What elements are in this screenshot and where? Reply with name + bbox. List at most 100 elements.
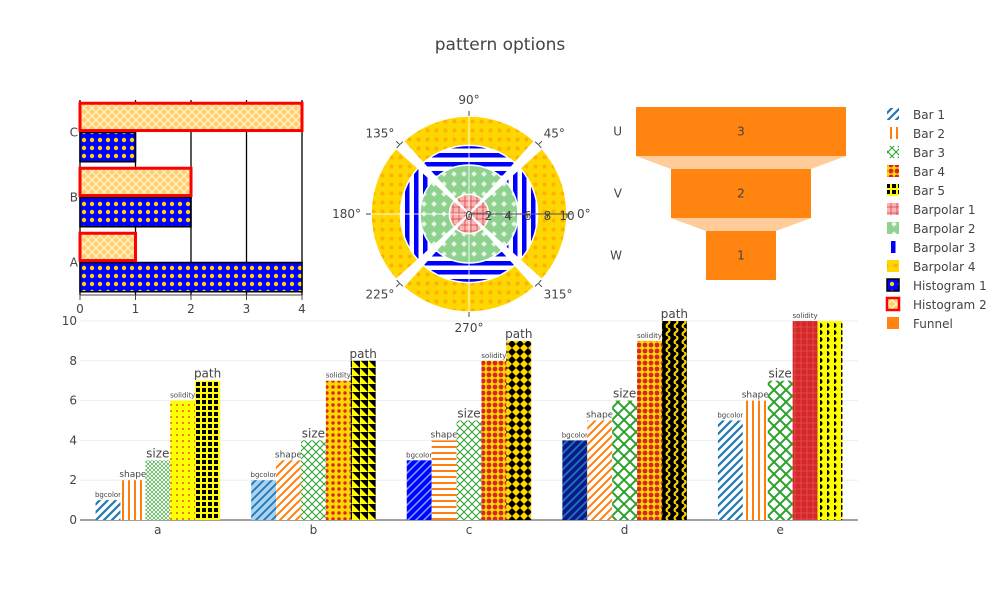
- hist-x-tick-label: 2: [187, 302, 195, 316]
- bar-text-label: path: [505, 327, 532, 341]
- legend-label: Bar 2: [913, 127, 945, 141]
- hist2-bar: [78, 231, 137, 263]
- funnel-value-label: 3: [737, 124, 745, 138]
- bar-3: [145, 460, 171, 520]
- bar-2: [120, 480, 146, 520]
- bars-y-tick-label: 6: [69, 394, 77, 408]
- polar-radial-tick-label: 2: [485, 209, 493, 223]
- legend-label: Barpolar 4: [913, 260, 976, 274]
- hist-x-tick-label: 1: [132, 302, 140, 316]
- bar-text-label: solidity: [637, 332, 662, 340]
- bar-2: [587, 420, 613, 520]
- polar-angular-gridline: [399, 144, 470, 215]
- bars-x-tick-label: a: [154, 523, 161, 537]
- hist-x-tick-label: 0: [76, 302, 84, 316]
- bar-1: [406, 460, 432, 520]
- funnel-category-label: W: [610, 248, 622, 262]
- legend-label: Histogram 2: [913, 298, 987, 312]
- legend-swatch-bar-2: [887, 127, 899, 139]
- bar-1: [95, 500, 121, 520]
- bars-x-tick-label: e: [777, 523, 784, 537]
- bar-5: [661, 321, 687, 520]
- funnel-bar: [671, 169, 811, 218]
- bar-text-label: shape: [119, 470, 147, 480]
- legend-swatch-bar-3: [887, 146, 899, 158]
- funnel-subplot: 3 U 2 V 1 W: [610, 107, 846, 280]
- polar-angular-tick-label: 180°: [332, 207, 361, 221]
- bar-2: [276, 460, 301, 520]
- bars-y-tick-label: 10: [62, 314, 77, 328]
- bar-3: [767, 380, 793, 520]
- legend-label: Bar 5: [913, 184, 945, 198]
- bar-5: [195, 380, 221, 520]
- legend-label: Barpolar 2: [913, 222, 976, 236]
- bar-text-label: size: [457, 407, 480, 421]
- bar-4: [325, 380, 351, 520]
- bar-1: [562, 440, 588, 520]
- legend-swatch-barpolar-3: [887, 241, 899, 253]
- legend-swatch-bar-5: [887, 184, 899, 196]
- legend-label: Bar 1: [913, 108, 945, 122]
- legend-swatch-barpolar-4: [887, 260, 899, 272]
- bar-text-label: bgcolor: [95, 491, 121, 499]
- legend-label: Barpolar 3: [913, 241, 976, 255]
- bar-2: [742, 400, 768, 520]
- legend-swatch-barpolar-2: [887, 222, 899, 234]
- polar-angular-tick-label: 0°: [577, 207, 591, 221]
- legend-swatch-bar-1: [887, 108, 899, 120]
- bar-text-label: bgcolor: [251, 471, 277, 479]
- legend-swatch-histogram-2: [885, 296, 901, 312]
- legend-swatch-histogram-1: [886, 278, 900, 292]
- bar-text-label: size: [146, 446, 169, 460]
- polar-angular-tick-label: 135°: [365, 126, 394, 140]
- legend-label: Barpolar 1: [913, 203, 976, 217]
- hist2-bar: [78, 101, 304, 133]
- bar-text-label: bgcolor: [562, 431, 588, 439]
- bar-3: [300, 440, 326, 520]
- bar-4: [170, 400, 196, 520]
- hist-y-tick-label: B: [70, 191, 78, 205]
- polar-angular-tick-mark: [395, 282, 401, 288]
- barpolar-subplot: 0° 45° 90° 135° 180° 225° 270° 315° 0 2 4 6 8 10: [332, 93, 591, 335]
- bar-1: [717, 420, 743, 520]
- legend-label: Histogram 1: [913, 279, 987, 293]
- bar-text-label: path: [194, 367, 221, 381]
- bar-text-label: solidity: [326, 372, 351, 380]
- funnel-connector: [636, 155, 846, 169]
- polar-radial-tick-label: 6: [524, 209, 532, 223]
- polar-angular-tick-label: 315°: [544, 288, 573, 302]
- bars-y-tick-label: 0: [69, 513, 77, 527]
- polar-angular-tick-mark: [537, 140, 543, 146]
- bars-y-tick-label: 4: [69, 433, 77, 447]
- polar-angular-tick-label: 270°: [455, 321, 484, 335]
- bar-1: [251, 480, 277, 520]
- legend-label: Bar 3: [913, 146, 945, 160]
- funnel-category-label: U: [613, 124, 622, 138]
- bars-y-tick-label: 8: [69, 354, 77, 368]
- bar-2: [431, 440, 457, 520]
- funnel-value-label: 1: [737, 248, 745, 262]
- polar-angular-tick-label: 90°: [458, 93, 479, 107]
- polar-radial-tick-label: 4: [504, 209, 512, 223]
- hist-y-tick-label: C: [70, 126, 78, 140]
- polar-angular-gridline: [399, 213, 470, 284]
- bar-text-label: bgcolor: [717, 412, 743, 420]
- bar-text-label: path: [350, 347, 377, 361]
- bar-5: [817, 321, 843, 520]
- bar-text-label: size: [769, 367, 792, 381]
- polar-radial-tick-label: 0: [465, 209, 473, 223]
- funnel-bar: [636, 107, 846, 156]
- bar-text-label: solidity: [793, 312, 818, 320]
- bar-text-label: size: [302, 426, 325, 440]
- histogram-subplot: 0 1 2 3 4 A B C: [70, 100, 306, 316]
- polar-angular-gridline: [468, 213, 539, 284]
- bars-x-tick-label: b: [310, 523, 318, 537]
- bar-4: [481, 360, 507, 520]
- polar-angular-tick-label: 45°: [544, 126, 565, 140]
- bars-x-tick-label: c: [466, 523, 473, 537]
- bar-text-label: solidity: [170, 392, 195, 400]
- polar-angular-gridline: [468, 144, 539, 215]
- legend-label: Bar 4: [913, 165, 945, 179]
- hist-x-tick-label: 3: [243, 302, 251, 316]
